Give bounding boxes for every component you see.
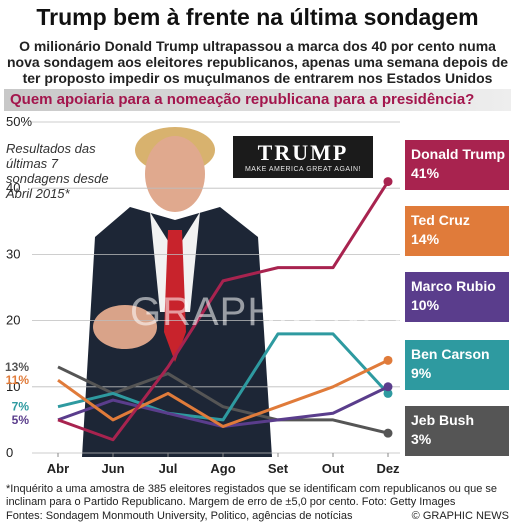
trump-logo: TRUMP MAKE AMERICA GREAT AGAIN!: [233, 136, 373, 178]
legend-value: 3%: [411, 431, 432, 447]
chart-labels: 0 10 20 30 40 50% Abr Jun Jul Ago Set Out Dez 11% 5%7%…: [5, 114, 400, 476]
line-chart: 0 10 20 30 40 50% Abr Jun Jul Ago Set Out Dez 11% 5%7%…: [5, 114, 400, 476]
x-tick-label: Jun: [101, 461, 124, 476]
panel-label: Resultados das últimas 7 sondagens desde…: [6, 141, 109, 201]
legend-name: Jeb Bush: [411, 412, 475, 428]
series-end-point: [383, 428, 393, 438]
y-tick-label: 10: [6, 379, 20, 394]
legend-value: 9%: [411, 365, 432, 381]
legend-item-carson: Ben Carson 9%: [405, 340, 509, 390]
series-line-donald-trump: [57, 180, 390, 442]
legend-item-cruz: Ted Cruz 14%: [405, 206, 509, 256]
series-start-label: 7%: [12, 400, 30, 414]
series-line-ben-carson: [57, 332, 390, 422]
x-tick-label: Jul: [159, 461, 178, 476]
chart-grid: [32, 121, 400, 457]
logo-name: TRUMP: [257, 140, 349, 165]
x-tick-label: Dez: [376, 461, 400, 476]
x-tick-label: Set: [268, 461, 289, 476]
series-end-point: [383, 355, 393, 365]
chart-subtitle: O milionário Donald Trump ultrapassou a …: [6, 38, 509, 86]
series-end-point: [383, 177, 393, 187]
legend-value: 14%: [411, 231, 440, 247]
series-end-point: [383, 388, 393, 398]
legend-item-bush: Jeb Bush 3%: [405, 406, 509, 456]
y-tick-label: 40: [6, 180, 20, 195]
series-start-label: 11%: [6, 373, 30, 387]
legend-name: Ben Carson: [411, 346, 490, 362]
series-end-point: [383, 382, 393, 392]
series-start-label: 5%: [12, 413, 30, 427]
legend-name: Ted Cruz: [411, 212, 470, 228]
logo-slogan: MAKE AMERICA GREAT AGAIN!: [244, 166, 362, 173]
series-start-label: 13%: [5, 360, 29, 374]
x-tick-label: Abr: [47, 461, 69, 476]
x-tick-label: Ago: [210, 461, 235, 476]
question-text: Quem apoiaria para a nomeação republican…: [10, 91, 475, 108]
chart-series: [57, 177, 393, 442]
legend-item-trump: Donald Trump 41%: [405, 140, 509, 190]
x-tick-label: Out: [322, 461, 345, 476]
sources: Fontes: Sondagem Monmouth University, Po…: [6, 510, 353, 522]
trump-photo: [82, 127, 272, 457]
watermark: GRAPHIC NEWS: [130, 290, 456, 334]
credit: © GRAPHIC NEWS: [411, 510, 509, 522]
y-tick-label: 20: [6, 313, 20, 328]
chart-title: Trump bem à frente na última sondagem: [36, 4, 479, 30]
y-tick-label: 30: [6, 246, 20, 261]
question-bar: Quem apoiaria para a nomeação republican…: [4, 89, 511, 111]
series-line-ted-cruz: [57, 358, 389, 429]
legend-value: 10%: [411, 297, 440, 313]
footnote: *Inquérito a uma amostra de 385 eleitore…: [6, 483, 498, 508]
legend-name: Marco Rubio: [411, 278, 496, 294]
y-tick-label: 50%: [6, 114, 32, 129]
legend-item-rubio: Marco Rubio 10%: [405, 272, 509, 322]
legend-value: 41%: [411, 165, 440, 181]
y-tick-label: 0: [6, 445, 13, 460]
legend-name: Donald Trump: [411, 146, 506, 162]
